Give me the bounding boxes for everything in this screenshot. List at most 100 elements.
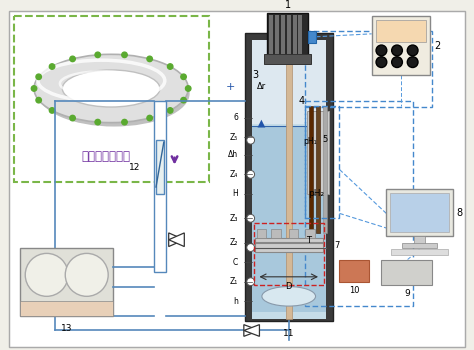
Bar (269, 15, 273, 60)
Bar (307, 111, 329, 194)
Bar (305, 229, 315, 238)
Ellipse shape (38, 60, 190, 127)
Circle shape (407, 57, 418, 68)
Circle shape (247, 136, 255, 144)
Text: pH₂: pH₂ (308, 189, 324, 198)
Text: +: + (226, 82, 235, 92)
Polygon shape (244, 325, 259, 336)
Bar (255, 238, 323, 252)
Text: Z₄: Z₄ (230, 170, 238, 179)
Circle shape (65, 253, 108, 296)
Circle shape (122, 52, 127, 58)
Text: D: D (285, 282, 292, 291)
Text: Z₂: Z₂ (229, 238, 238, 247)
Bar (309, 106, 313, 233)
Circle shape (247, 214, 255, 222)
Text: h: h (233, 297, 238, 306)
Bar (256, 229, 266, 238)
Circle shape (167, 64, 173, 69)
Bar (339, 260, 369, 282)
Text: 9: 9 (404, 289, 410, 299)
Bar (20, 247, 113, 316)
Ellipse shape (262, 287, 316, 306)
Circle shape (407, 45, 418, 56)
Bar (286, 40, 292, 319)
Bar (305, 106, 339, 218)
Circle shape (181, 97, 186, 103)
Polygon shape (244, 325, 259, 336)
Bar (156, 140, 164, 194)
Bar (299, 15, 302, 60)
Circle shape (392, 57, 402, 68)
Text: 4: 4 (299, 96, 305, 106)
Bar (292, 15, 297, 60)
Bar (390, 193, 449, 232)
Text: 5: 5 (323, 135, 328, 144)
Circle shape (49, 108, 55, 113)
Bar (305, 31, 432, 107)
Circle shape (185, 86, 191, 91)
Bar (308, 31, 316, 43)
Text: C: C (233, 258, 238, 267)
Polygon shape (169, 233, 184, 246)
Text: H: H (232, 189, 238, 198)
Bar (264, 54, 311, 64)
Text: 10: 10 (349, 286, 359, 295)
Circle shape (247, 244, 255, 251)
Bar (14, 16, 209, 182)
Text: 11: 11 (283, 329, 294, 337)
Bar (375, 20, 426, 42)
Bar (289, 229, 299, 238)
Text: T: T (306, 236, 311, 245)
Bar (402, 243, 437, 247)
Text: Z₃: Z₃ (229, 214, 238, 223)
Bar (252, 40, 326, 124)
Bar (267, 13, 308, 62)
Text: 2: 2 (434, 41, 440, 50)
Circle shape (70, 115, 75, 121)
Ellipse shape (34, 54, 188, 122)
Text: Δh: Δh (228, 150, 238, 159)
Text: 13: 13 (61, 324, 72, 332)
Circle shape (167, 108, 173, 113)
Circle shape (392, 45, 402, 56)
Bar (275, 15, 279, 60)
Circle shape (95, 119, 100, 125)
Polygon shape (169, 233, 184, 246)
Bar (154, 101, 166, 272)
Circle shape (70, 56, 75, 62)
Text: Z₅: Z₅ (229, 133, 238, 142)
Circle shape (376, 45, 387, 56)
Text: 1: 1 (285, 0, 291, 10)
Circle shape (247, 170, 255, 178)
Text: Z₁: Z₁ (230, 277, 238, 286)
Circle shape (49, 64, 55, 69)
Bar (305, 101, 413, 306)
Bar (391, 250, 448, 256)
Circle shape (95, 52, 100, 58)
Bar (281, 15, 285, 60)
Text: 3: 3 (253, 70, 259, 80)
Bar (254, 223, 324, 285)
Circle shape (376, 57, 387, 68)
Bar (316, 106, 320, 233)
Bar (245, 33, 333, 321)
Circle shape (36, 74, 41, 79)
Text: 6: 6 (233, 113, 238, 122)
Bar (414, 236, 425, 244)
Circle shape (25, 253, 68, 296)
Circle shape (181, 74, 186, 79)
Bar (252, 126, 326, 312)
Circle shape (147, 56, 153, 62)
Bar (386, 189, 453, 236)
Bar (252, 40, 326, 319)
Text: Δr: Δr (256, 82, 266, 91)
Ellipse shape (62, 70, 160, 107)
Circle shape (31, 86, 37, 91)
Circle shape (122, 119, 127, 125)
Circle shape (36, 97, 41, 103)
Text: pH₁: pH₁ (303, 137, 317, 146)
Bar (382, 260, 432, 285)
Circle shape (147, 115, 153, 121)
Bar (20, 301, 113, 316)
